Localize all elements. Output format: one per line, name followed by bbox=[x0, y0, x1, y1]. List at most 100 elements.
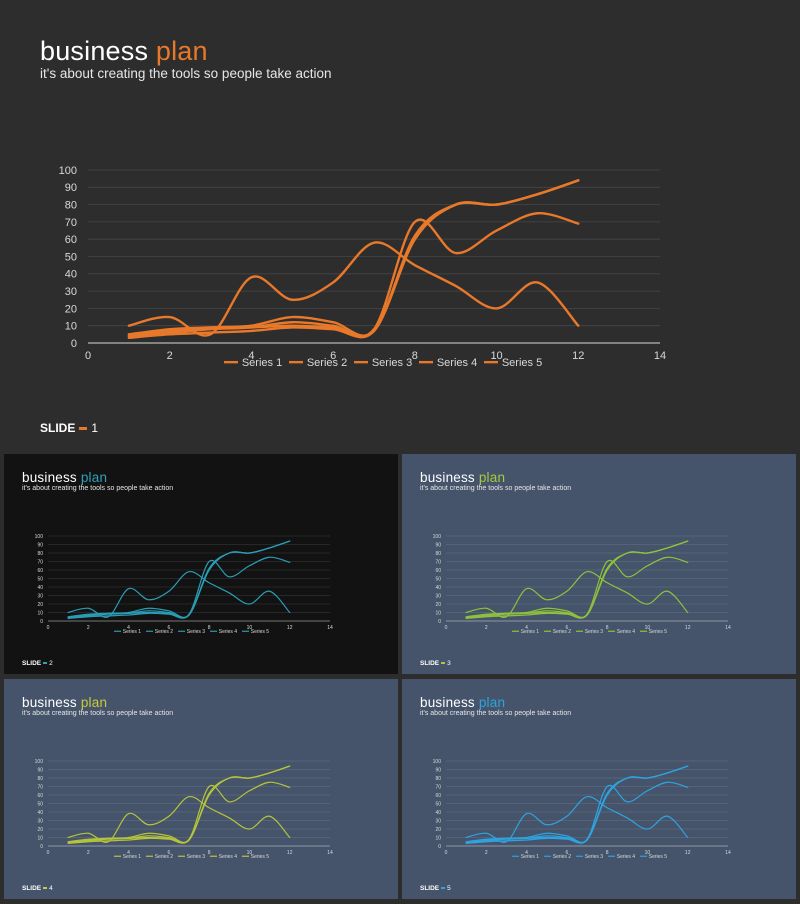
legend-label: Series 5 bbox=[502, 357, 542, 369]
legend-label: Series 3 bbox=[187, 629, 206, 635]
x-tick-label: 2 bbox=[485, 850, 488, 856]
slide-1: business plan it's about creating the to… bbox=[0, 0, 800, 450]
x-tick-label: 8 bbox=[606, 625, 609, 631]
title-main: business bbox=[420, 695, 475, 710]
y-tick-label: 70 bbox=[65, 217, 77, 229]
legend-label: Series 2 bbox=[307, 357, 347, 369]
x-tick-label: 14 bbox=[327, 850, 333, 856]
slide-number: 2 bbox=[49, 660, 53, 667]
y-tick-label: 20 bbox=[435, 602, 441, 608]
legend-label: Series 5 bbox=[251, 629, 270, 635]
x-tick-label: 6 bbox=[167, 625, 170, 631]
slide-4: business plan it's about creating the to… bbox=[4, 679, 398, 899]
legend-label: Series 1 bbox=[521, 629, 540, 635]
y-tick-label: 0 bbox=[40, 619, 43, 625]
x-tick-label: 8 bbox=[606, 850, 609, 856]
x-tick-label: 4 bbox=[127, 625, 130, 631]
legend-label: Series 4 bbox=[219, 629, 238, 635]
x-tick-label: 6 bbox=[330, 350, 336, 362]
y-tick-label: 100 bbox=[35, 759, 44, 765]
slide-number: 1 bbox=[91, 421, 99, 435]
y-tick-label: 0 bbox=[438, 619, 441, 625]
slide-label-text: SLIDE bbox=[40, 421, 76, 435]
slide-title: business plan bbox=[40, 36, 208, 67]
title-accent: plan bbox=[80, 695, 108, 710]
slide-number: 4 bbox=[49, 885, 53, 892]
line-chart: 0 10 20 30 40 50 60 70 80 90 100 0 2 4 6 8 10 12 14 Series … bbox=[35, 534, 333, 635]
y-tick-label: 90 bbox=[37, 767, 43, 773]
title-main: business bbox=[22, 695, 77, 710]
series-line-1 bbox=[465, 796, 689, 843]
y-tick-label: 50 bbox=[435, 801, 441, 807]
y-tick-label: 50 bbox=[37, 801, 43, 807]
series-line-1 bbox=[67, 796, 291, 843]
slide-subtitle: it's about creating the tools so people … bbox=[40, 66, 332, 81]
x-tick-label: 12 bbox=[685, 850, 691, 856]
slide-label: SLIDE 1 bbox=[40, 421, 98, 435]
legend-label: Series 4 bbox=[617, 854, 636, 860]
x-tick-label: 14 bbox=[654, 350, 666, 362]
x-tick-label: 6 bbox=[565, 850, 568, 856]
slide-subtitle: it's about creating the tools so people … bbox=[22, 710, 174, 717]
x-tick-label: 0 bbox=[47, 850, 50, 856]
series-line-1 bbox=[465, 571, 689, 618]
y-tick-label: 40 bbox=[435, 810, 441, 816]
slide-label-text: SLIDE bbox=[22, 660, 42, 667]
y-tick-label: 50 bbox=[65, 251, 77, 263]
y-tick-label: 40 bbox=[435, 585, 441, 591]
x-tick-label: 14 bbox=[327, 625, 333, 631]
x-tick-label: 10 bbox=[490, 350, 502, 362]
y-tick-label: 10 bbox=[435, 610, 441, 616]
slide-label-dash bbox=[441, 662, 446, 665]
x-tick-label: 10 bbox=[645, 850, 651, 856]
y-tick-label: 100 bbox=[433, 759, 442, 765]
series-line-2 bbox=[465, 781, 689, 844]
legend-label: Series 4 bbox=[617, 629, 636, 635]
series-line-1 bbox=[127, 241, 580, 337]
y-tick-label: 20 bbox=[37, 827, 43, 833]
x-tick-label: 10 bbox=[247, 625, 253, 631]
slide-title: business plan bbox=[420, 695, 505, 710]
y-tick-label: 80 bbox=[37, 551, 43, 557]
y-tick-label: 10 bbox=[435, 835, 441, 841]
y-tick-label: 80 bbox=[435, 551, 441, 557]
legend-label: Series 1 bbox=[123, 854, 142, 860]
legend-label: Series 2 bbox=[553, 629, 572, 635]
y-tick-label: 50 bbox=[435, 576, 441, 582]
x-tick-label: 12 bbox=[685, 625, 691, 631]
legend-label: Series 3 bbox=[372, 357, 412, 369]
y-tick-label: 30 bbox=[37, 593, 43, 599]
slide-2: business plan it's about creating the to… bbox=[4, 454, 398, 674]
x-tick-label: 4 bbox=[127, 850, 130, 856]
title-main: business bbox=[22, 470, 77, 485]
series-line-3 bbox=[67, 540, 291, 619]
y-tick-label: 90 bbox=[37, 542, 43, 548]
slide-label-dash bbox=[79, 427, 88, 431]
y-tick-label: 20 bbox=[65, 303, 77, 315]
slide-subtitle: it's about creating the tools so people … bbox=[420, 485, 572, 492]
series-line-2 bbox=[67, 781, 291, 844]
y-tick-label: 60 bbox=[37, 793, 43, 799]
series-line-5 bbox=[465, 765, 689, 844]
y-tick-label: 30 bbox=[435, 818, 441, 824]
series-line-3 bbox=[465, 540, 689, 619]
y-tick-label: 40 bbox=[37, 585, 43, 591]
series-line-1 bbox=[67, 571, 291, 618]
x-tick-label: 8 bbox=[412, 350, 418, 362]
y-tick-label: 30 bbox=[65, 286, 77, 298]
y-tick-label: 80 bbox=[37, 776, 43, 782]
title-main: business bbox=[40, 36, 149, 66]
legend-label: Series 3 bbox=[187, 854, 206, 860]
legend-label: Series 4 bbox=[219, 854, 238, 860]
y-tick-label: 0 bbox=[40, 844, 43, 850]
legend-label: Series 2 bbox=[155, 629, 174, 635]
title-accent: plan bbox=[478, 470, 506, 485]
x-tick-label: 10 bbox=[247, 850, 253, 856]
series-line-3 bbox=[67, 765, 291, 844]
x-tick-label: 12 bbox=[287, 850, 293, 856]
y-tick-label: 50 bbox=[37, 576, 43, 582]
y-tick-label: 70 bbox=[37, 784, 43, 790]
slide-label-text: SLIDE bbox=[420, 885, 440, 892]
title-main: business bbox=[420, 470, 475, 485]
y-tick-label: 80 bbox=[65, 199, 77, 211]
